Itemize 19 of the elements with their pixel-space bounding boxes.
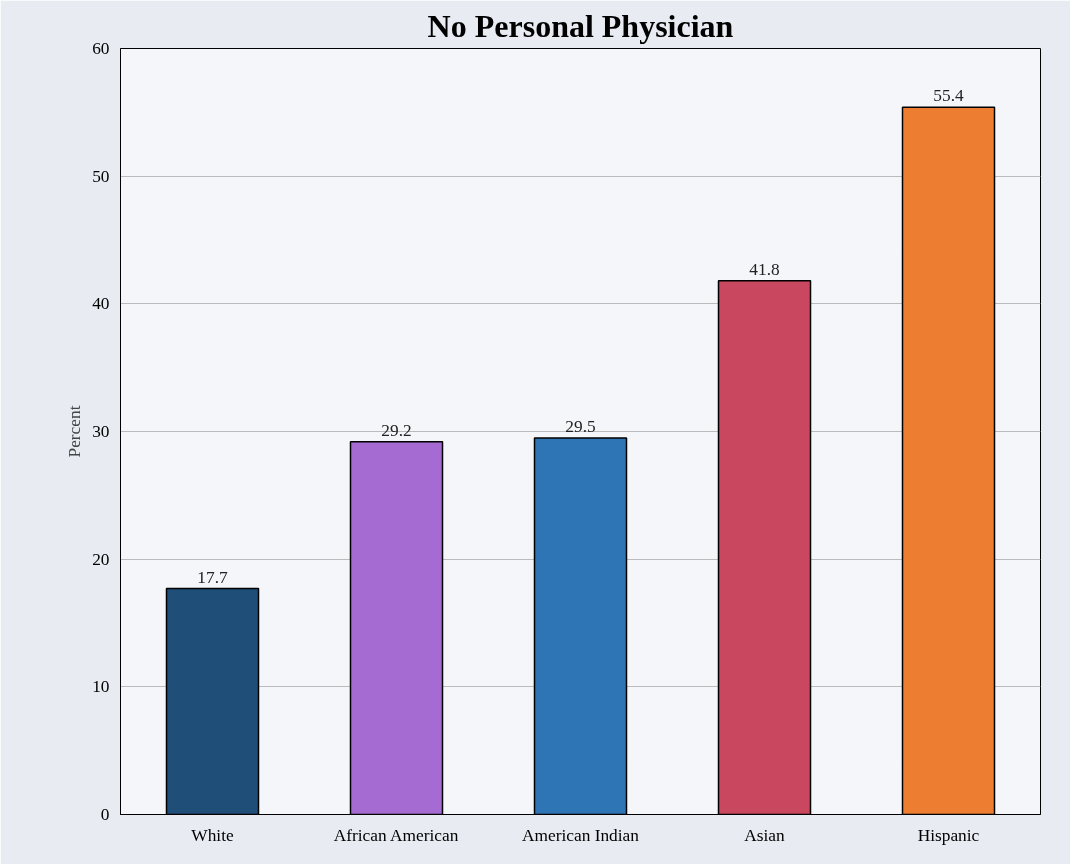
y-tick-label: 30 [92, 422, 110, 441]
y-tick-label: 20 [92, 549, 110, 569]
data-label: 29.5 [565, 416, 596, 436]
chart-title: No Personal Physician [427, 7, 734, 44]
y-tick-label: 60 [92, 39, 110, 58]
y-tick-label: 0 [100, 805, 110, 824]
data-label: 55.4 [933, 86, 964, 106]
x-tick-label: American Indian [522, 825, 640, 845]
x-tick-label: African American [333, 825, 459, 845]
x-tick-label: White [191, 825, 234, 845]
x-tick-label: Hispanic [917, 825, 980, 845]
x-tick-label: Asian [744, 825, 786, 845]
y-tick-label: 40 [92, 294, 110, 314]
data-label: 17.7 [197, 567, 228, 587]
data-label: 41.8 [749, 259, 780, 279]
data-label: 29.2 [381, 420, 412, 440]
y-axis-title: Percent [65, 405, 85, 458]
y-tick-label: 50 [92, 166, 110, 186]
y-tick-label: 10 [92, 677, 110, 697]
